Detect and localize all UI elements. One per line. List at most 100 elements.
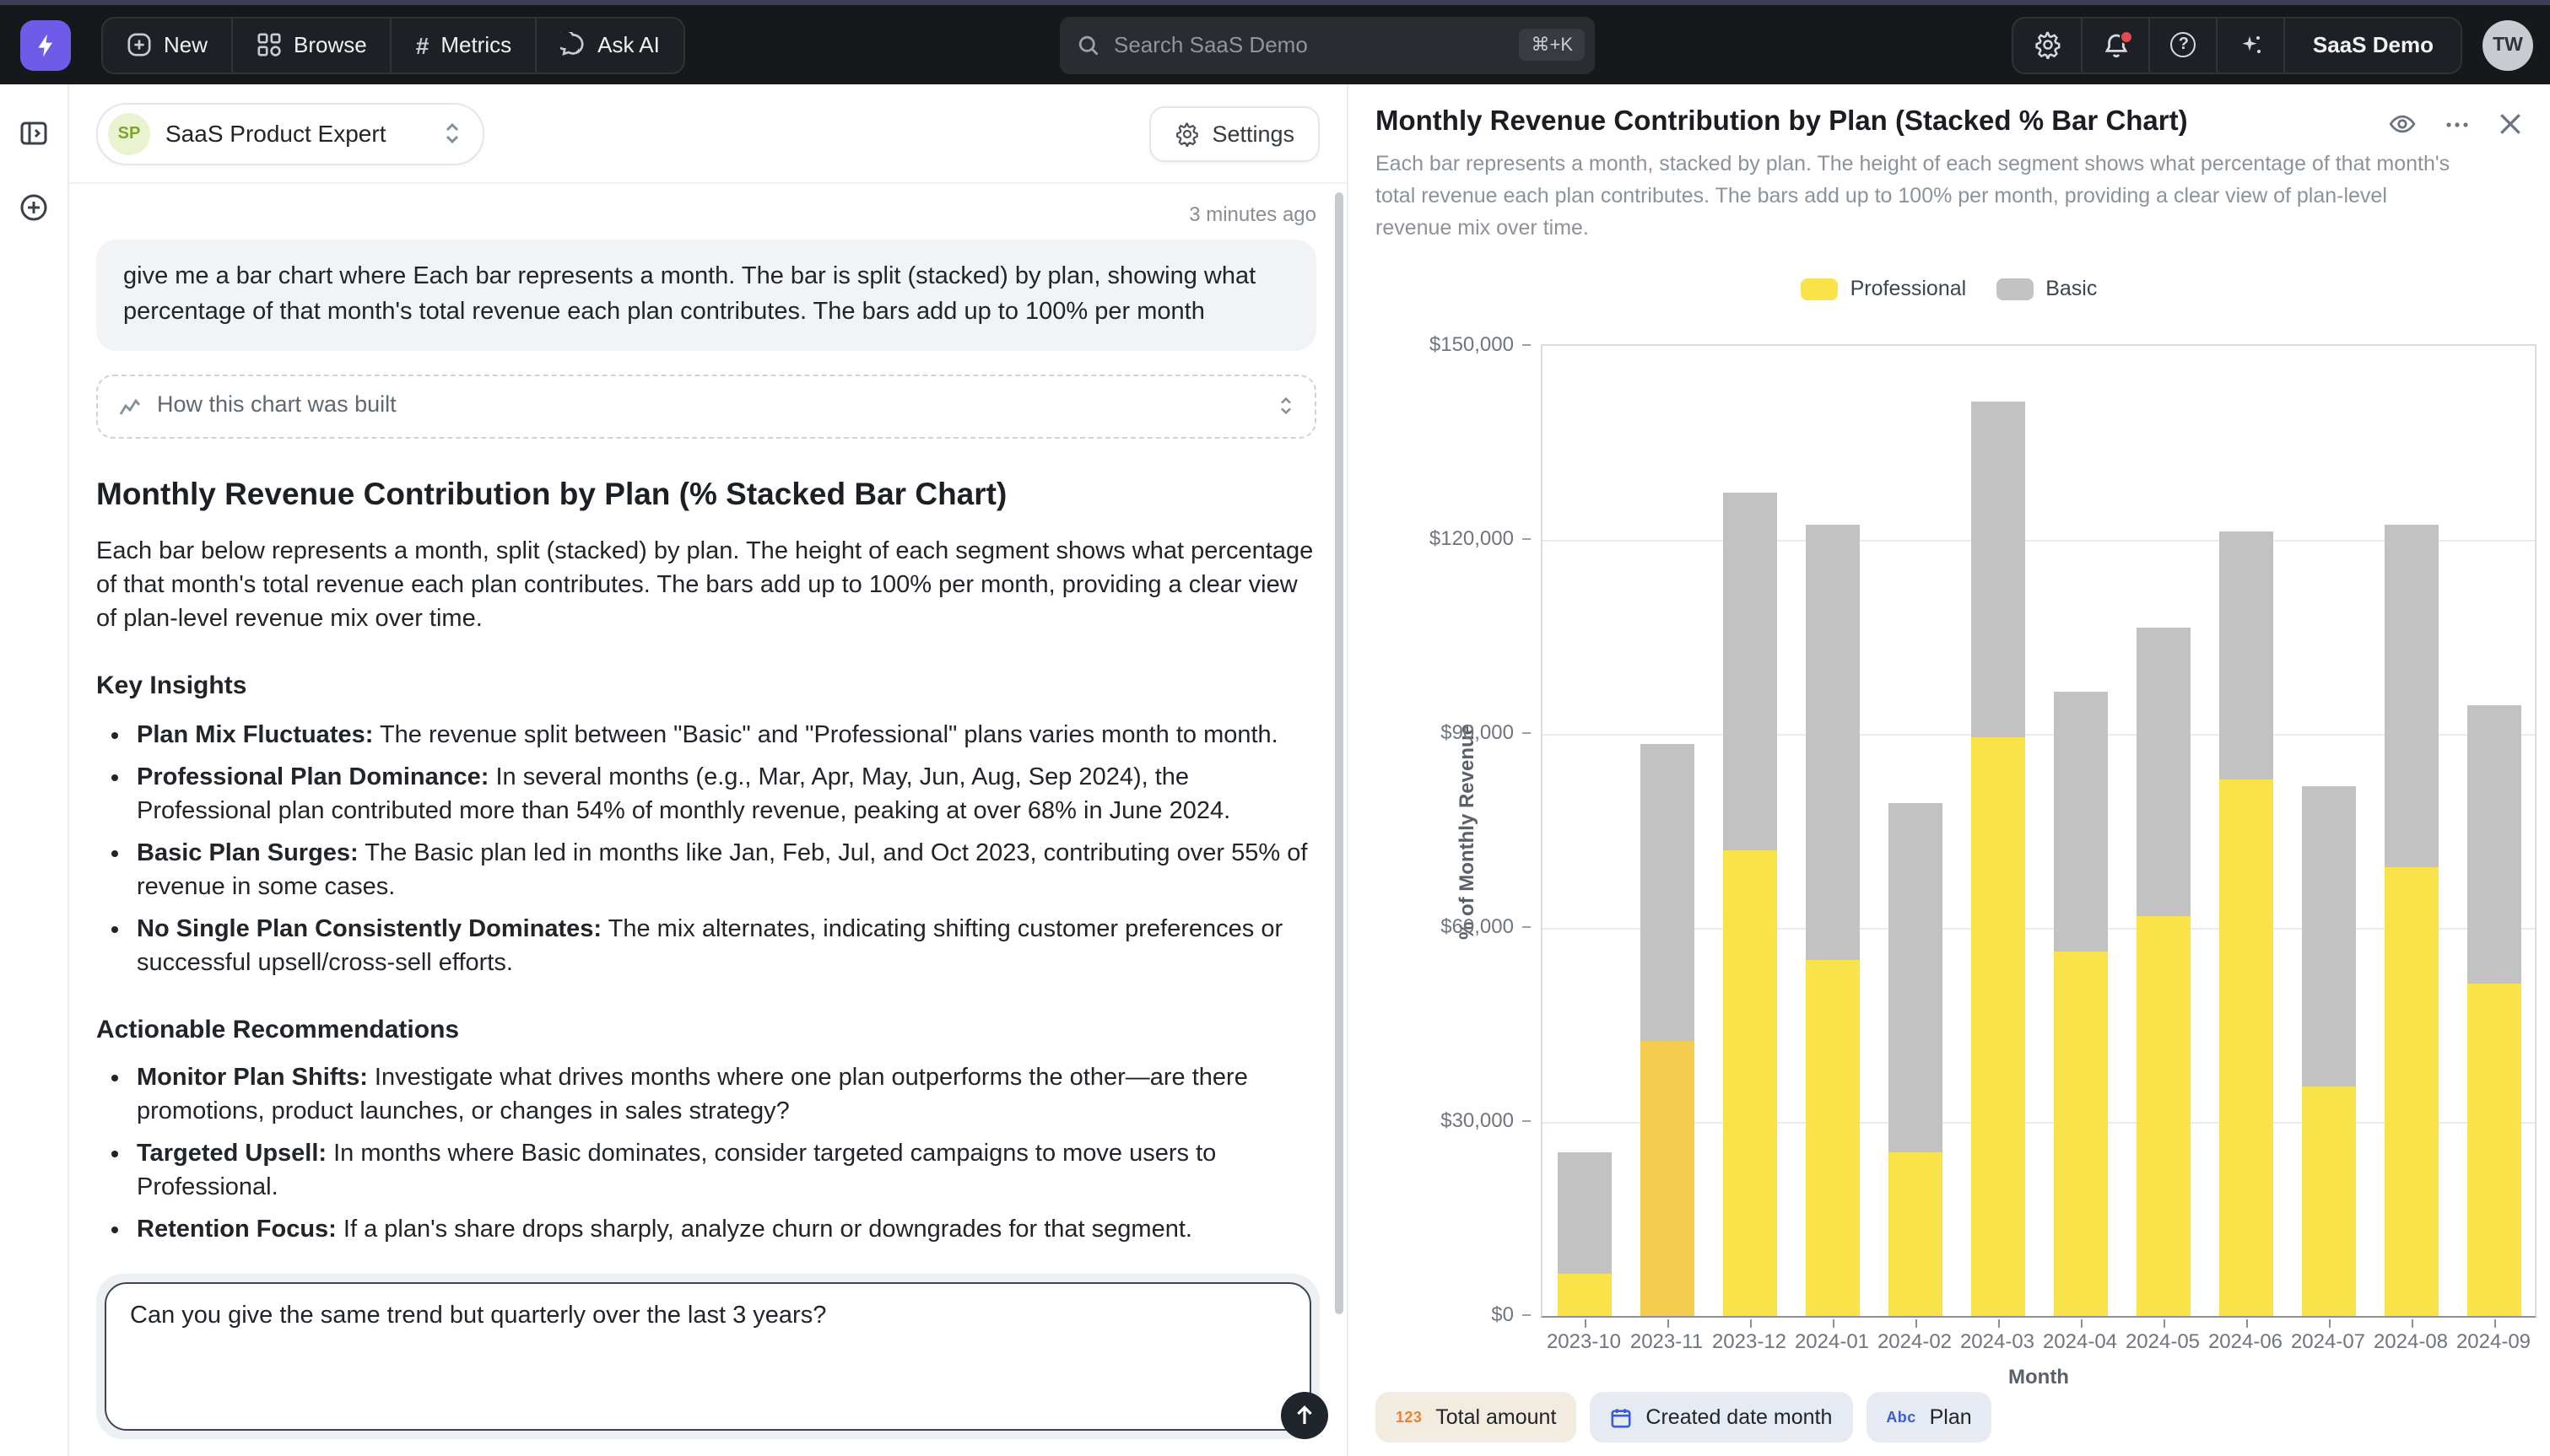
preview-eye-button[interactable] bbox=[2388, 110, 2417, 138]
chevron-up-down-icon bbox=[442, 121, 462, 145]
more-menu-button[interactable] bbox=[2444, 111, 2471, 138]
bar-segment-professional-2024-01[interactable] bbox=[1805, 960, 1859, 1317]
bar-segment-basic-2024-01[interactable] bbox=[1805, 524, 1859, 961]
gear-icon bbox=[1175, 121, 1200, 146]
how-chart-built-collapse[interactable]: How this chart was built bbox=[96, 374, 1316, 439]
x-tick-mark bbox=[1667, 1319, 1668, 1329]
bar-segment-professional-2024-06[interactable] bbox=[2218, 779, 2272, 1317]
list-item: Basic Plan Surges: The Basic plan led in… bbox=[137, 837, 1316, 904]
plot-area[interactable]: 2023-10 2023-11 2023-12 2024-01 2024-02 2024-… bbox=[1541, 344, 2536, 1354]
global-search-input[interactable]: Search SaaS Demo ⌘+K bbox=[1060, 16, 1595, 73]
plus-square-icon bbox=[127, 32, 152, 57]
send-button[interactable] bbox=[1281, 1392, 1328, 1439]
bar-segment-professional-2024-05[interactable] bbox=[2136, 915, 2190, 1317]
notification-badge bbox=[2120, 30, 2134, 43]
metrics-button[interactable]: # Metrics bbox=[390, 18, 535, 72]
settings-gear-button[interactable] bbox=[2014, 18, 2082, 72]
settings-label: Settings bbox=[1212, 121, 1294, 146]
help-icon: ? bbox=[2170, 32, 2196, 57]
bar-segment-professional-2023-11[interactable] bbox=[1640, 1041, 1694, 1317]
tag-total-amount[interactable]: 123 Total amount bbox=[1375, 1392, 1577, 1443]
legend-item-professional[interactable]: Professional bbox=[1801, 277, 1967, 301]
close-icon[interactable] bbox=[2498, 111, 2523, 137]
bar-segment-basic-2023-10[interactable] bbox=[1557, 1151, 1611, 1275]
bar-segment-basic-2024-02[interactable] bbox=[1888, 802, 1942, 1151]
new-button[interactable]: New bbox=[103, 18, 231, 72]
list-item: Targeted Upsell: In months where Basic d… bbox=[137, 1138, 1316, 1205]
legend-item-basic[interactable]: Basic bbox=[1996, 278, 2097, 301]
string-field-icon: Abc bbox=[1886, 1409, 1916, 1426]
x-tick-label: 2024-07 bbox=[2290, 1329, 2366, 1354]
chat-input[interactable]: Can you give the same trend but quarterl… bbox=[105, 1282, 1311, 1431]
bar-segment-professional-2024-07[interactable] bbox=[2301, 1087, 2355, 1317]
ask-ai-label: Ask AI bbox=[597, 32, 660, 57]
help-button[interactable]: ? bbox=[2148, 18, 2217, 72]
toggle-sidebar-icon[interactable] bbox=[19, 118, 49, 148]
bar-segment-basic-2024-04[interactable] bbox=[2053, 692, 2107, 952]
bar-segment-basic-2024-07[interactable] bbox=[2301, 785, 2355, 1087]
x-tick-label: 2024-02 bbox=[1877, 1329, 1953, 1354]
chart-panel-title: Monthly Revenue Contribution by Plan (St… bbox=[1375, 106, 2188, 137]
bar-segment-professional-2024-03[interactable] bbox=[1970, 737, 2024, 1317]
y-tick-label: $30,000 bbox=[1440, 1108, 1514, 1133]
chat-panel: SP SaaS Product Expert Settings 3 minute… bbox=[69, 84, 1347, 1456]
recommendations-list: Monitor Plan Shifts: Investigate what dr… bbox=[96, 1062, 1316, 1248]
agent-settings-button[interactable]: Settings bbox=[1149, 105, 1320, 161]
bar-segment-basic-2024-08[interactable] bbox=[2384, 524, 2438, 867]
ask-ai-button[interactable]: Ask AI bbox=[535, 18, 683, 72]
search-shortcut-badge: ⌘+K bbox=[1519, 29, 1585, 61]
y-tick-mark bbox=[1522, 343, 1531, 346]
notifications-button[interactable] bbox=[2081, 18, 2149, 72]
y-tick-mark bbox=[1522, 1119, 1531, 1122]
x-tick-label: 2024-09 bbox=[2455, 1329, 2531, 1354]
gridline bbox=[1542, 734, 2535, 736]
bar-segment-basic-2024-06[interactable] bbox=[2218, 531, 2272, 780]
search-icon bbox=[1077, 33, 1100, 57]
tag-created-date-month[interactable]: Created date month bbox=[1590, 1392, 1853, 1443]
chat-message-list[interactable]: 3 minutes ago give me a bar chart where … bbox=[69, 184, 1347, 1260]
search-placeholder: Search SaaS Demo bbox=[1114, 32, 1308, 57]
bar-segment-basic-2024-09[interactable] bbox=[2466, 705, 2520, 984]
list-item: Retention Focus: If a plan's share drops… bbox=[137, 1214, 1316, 1248]
mini-chart-icon bbox=[118, 394, 142, 418]
bar-segment-basic-2024-05[interactable] bbox=[2136, 628, 2190, 916]
bar-segment-professional-2023-10[interactable] bbox=[1557, 1274, 1611, 1317]
bar-segment-professional-2024-04[interactable] bbox=[2053, 951, 2107, 1317]
x-tick-label: 2023-11 bbox=[1629, 1329, 1704, 1354]
chart-legend: Professional Basic bbox=[1348, 278, 2550, 301]
tag-plan[interactable]: Abc Plan bbox=[1866, 1392, 1992, 1443]
chat-scrollbar[interactable] bbox=[1335, 192, 1343, 1314]
bar-segment-professional-2024-09[interactable] bbox=[2466, 983, 2520, 1317]
legend-label-professional: Professional bbox=[1850, 277, 1967, 301]
top-navbar: New Browse # Metrics Ask AI bbox=[0, 0, 2550, 84]
bar-segment-basic-2024-03[interactable] bbox=[1970, 401, 2024, 738]
x-tick-mark bbox=[2080, 1319, 2082, 1329]
new-thread-icon[interactable] bbox=[19, 192, 49, 223]
hash-icon: # bbox=[415, 31, 430, 58]
bar-segment-professional-2023-12[interactable] bbox=[1722, 850, 1776, 1317]
response-heading: Monthly Revenue Contribution by Plan (% … bbox=[96, 475, 1008, 511]
gridline bbox=[1542, 928, 2535, 930]
x-tick-label: 2024-08 bbox=[2373, 1329, 2449, 1354]
composer: Can you give the same trend but quarterl… bbox=[96, 1274, 1328, 1439]
x-tick-mark bbox=[1997, 1319, 1999, 1329]
chart-panel-description: Each bar represents a month, stacked by … bbox=[1375, 152, 2450, 239]
bar-segment-professional-2024-02[interactable] bbox=[1888, 1151, 1942, 1317]
bar-segment-basic-2023-12[interactable] bbox=[1722, 492, 1776, 851]
insights-list: Plan Mix Fluctuates: The revenue split b… bbox=[96, 719, 1316, 980]
y-tick-mark bbox=[1522, 537, 1531, 540]
app-logo[interactable] bbox=[20, 19, 71, 70]
chat-star-icon bbox=[560, 32, 586, 57]
bar-segment-professional-2024-08[interactable] bbox=[2384, 866, 2438, 1317]
ai-sparkles-button[interactable] bbox=[2216, 18, 2284, 72]
user-avatar[interactable]: TW bbox=[2482, 19, 2533, 70]
new-label: New bbox=[164, 32, 208, 57]
workspace-button[interactable]: SaaS Demo bbox=[2283, 18, 2461, 72]
bar-segment-basic-2023-11[interactable] bbox=[1640, 744, 1694, 1042]
x-tick-label: 2024-05 bbox=[2125, 1329, 2201, 1354]
browse-button[interactable]: Browse bbox=[231, 18, 391, 72]
agent-selector[interactable]: SP SaaS Product Expert bbox=[96, 102, 484, 164]
recommendations-title: Actionable Recommendations bbox=[96, 1015, 460, 1044]
x-tick-mark bbox=[1584, 1319, 1586, 1329]
collapse-label: How this chart was built bbox=[157, 391, 397, 418]
